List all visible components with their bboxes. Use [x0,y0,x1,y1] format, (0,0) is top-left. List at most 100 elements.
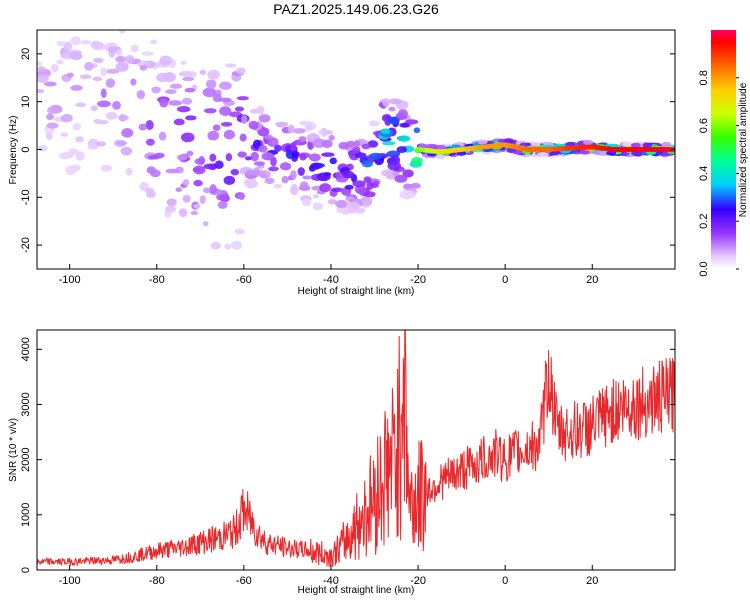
spectrogram-blob [234,228,245,235]
spectrogram-blob [530,141,541,147]
spectrogram-blob [47,106,57,115]
spectrogram-blob [299,153,307,161]
spectrogram-blob [321,152,335,157]
spectrogram-blob [136,90,146,100]
colorbar-tick-label: 0.4 [698,166,710,181]
spectrogram-blob [190,210,199,216]
spectrogram-blob [223,175,236,185]
spectrogram-blob [59,152,74,160]
spectrogram-blob [165,168,179,174]
spectrogram-blob [46,122,59,129]
spectrogram-blob [70,85,83,91]
spectrogram-blob [344,184,354,190]
spectrogram-blob [312,202,324,211]
spectrogram-blob [312,163,320,170]
spectrogram-blob [410,182,421,189]
x-tick-label: 20 [586,274,598,286]
spectrogram-blob [224,243,232,250]
spectrogram-blob [368,120,381,127]
spectrogram-blob [352,146,361,153]
spectrogram-blob [359,196,373,206]
spectrogram-blob [411,157,423,165]
snr-y-ticks: 0 1000 2000 3000 4000 [20,337,675,573]
spectrogram-blob [117,115,129,121]
spectrogram-blob [125,167,133,176]
x-tick-label: 0 [502,274,508,286]
spectrogram-blob [329,157,338,165]
x-tick-label: 0 [502,575,508,587]
spectrogram-blob [246,169,261,176]
spectrogram-blob [165,205,177,213]
spectrogram-blob [619,151,630,157]
spectrogram-blob [75,151,85,161]
spectrogram-blob [46,132,53,140]
spectrogram-blob [387,116,400,125]
spectrogram-blob [145,120,154,130]
spectrogram-blob [168,100,182,106]
snr-x-axis-label: Height of straight line (km) [298,585,415,596]
spectrogram-blob [60,132,68,137]
y-tick-label: 4000 [20,337,32,361]
spectrogram-blob [217,200,228,209]
spectrogram-blob [477,139,488,145]
spectrogram-blob [237,151,247,158]
spectrogram-blob [158,131,167,141]
spectrogram-blob [193,179,203,187]
spectrogram-blob [225,153,233,162]
spectrogram-blob [156,72,171,83]
spectrogram-blob [210,242,221,250]
spectrogram-blob [60,114,73,123]
spectrogram-blob [285,150,295,159]
spectrogram-blob [312,194,319,199]
spectrogram-blob [199,195,206,205]
spectrogram-blob [224,63,237,68]
spectrogram-blob [130,44,139,53]
spectrogram-blob [642,142,653,148]
spectrogram-blob [238,193,245,201]
snr-frame [36,329,676,571]
figure-title: PAZ1.2025.149.06.23.G26 [273,1,439,17]
spectrogram-blob [318,129,327,135]
spectrogram-blob [37,61,43,67]
spectrogram-blob [264,134,273,140]
spectrogram-blob [230,168,240,176]
spectrogram-blob [631,150,642,156]
y-tick-label: 20 [20,48,32,60]
colorbar: 0.0 0.2 0.4 0.6 0.8 Normalized spectral ampl… [698,30,749,277]
spectrogram-blob [63,41,73,52]
spectrogram-blob [290,170,297,181]
spectrogram-blob [105,78,116,88]
spectrogram-blob [323,172,332,177]
spectrogram-blob [321,139,333,149]
spectrogram-blob [388,106,396,112]
spectrogram-blob [203,163,218,170]
spectrogram-blob [366,181,374,190]
spectrogram-blob [205,79,217,90]
spectrogram-blob [193,203,201,209]
spectrogram-blob [37,89,45,94]
spectrogram-blob [203,187,211,194]
colorbar-ticks: 0.0 0.2 0.4 0.6 0.8 [698,70,739,277]
spectrogram-blob [245,178,258,189]
spectrogram-blob [273,183,283,189]
spectrogram-blob [50,64,59,73]
spectrogram-blob [216,193,228,201]
spectrogram-blob [212,124,221,132]
spectrogram-blob [253,161,266,166]
x-tick-label: -40 [323,575,339,587]
spectrogram-blob [397,135,411,142]
x-tick-label: 20 [586,575,598,587]
spectrogram-blob [186,150,194,157]
spectrogram-blob [236,96,249,101]
spectrogram-blob [368,152,383,160]
spectrogram-blob [173,118,185,126]
spectrogram-blob [630,142,641,148]
spectrogram-blob [154,152,165,159]
x-tick-label: -60 [236,575,252,587]
colorbar-tick-label: 0.6 [698,118,710,133]
spectrogram-blob [319,183,332,193]
spectrogram-blob [274,121,289,127]
spectrogram-blob [397,109,409,119]
spectrogram-blob [56,59,64,65]
